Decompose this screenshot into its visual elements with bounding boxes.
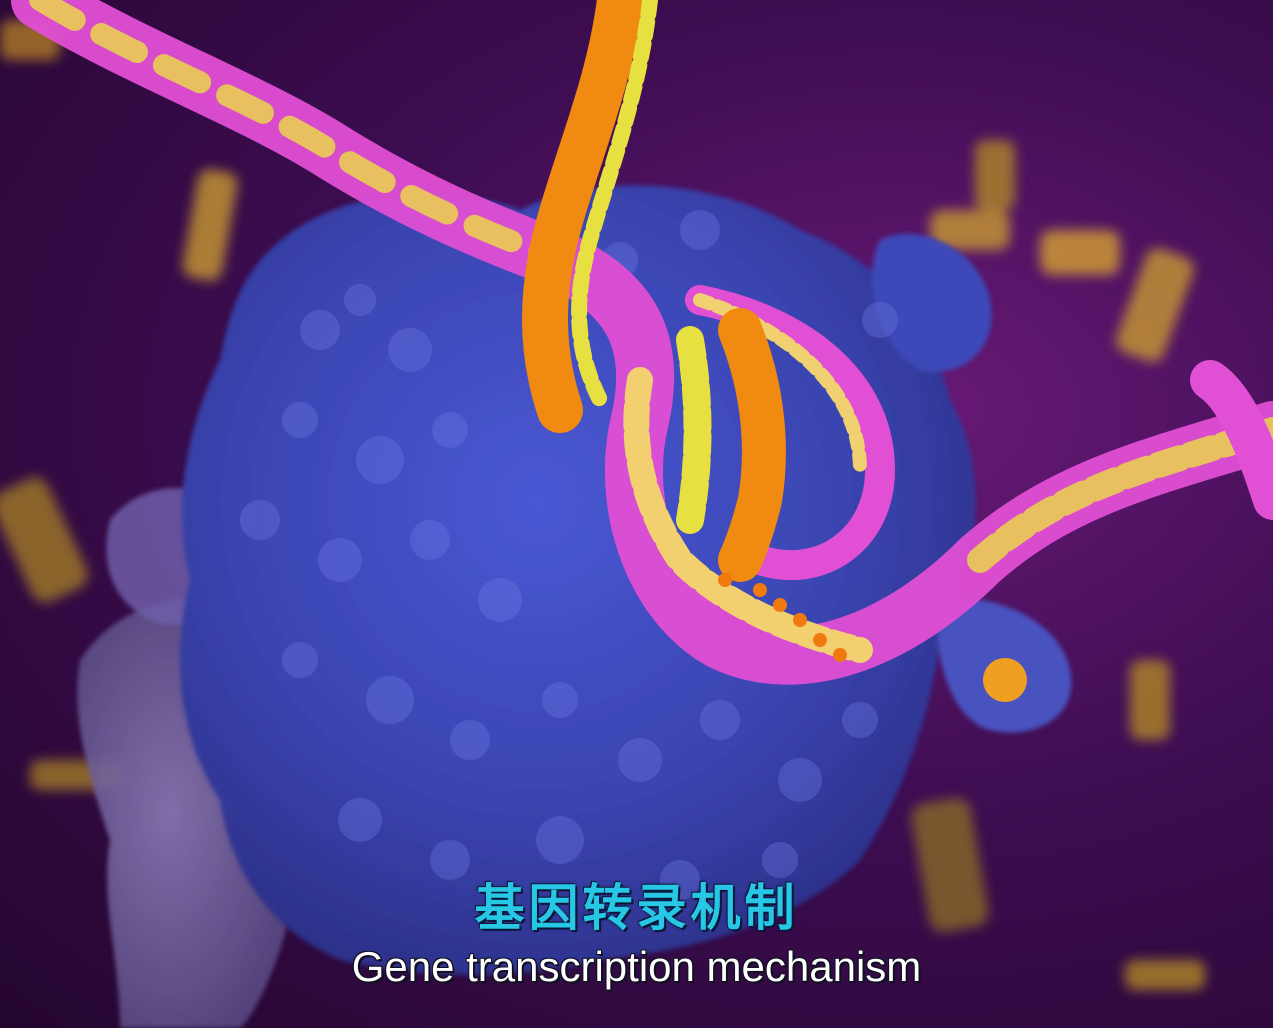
- rna-strand: [522, 0, 1027, 702]
- nucleotide-beads: [718, 573, 847, 662]
- protein-texture: [240, 210, 898, 900]
- subtitle-english: Gene transcription mechanism: [351, 943, 922, 990]
- subtitle-chinese: 基因转录机制: [474, 879, 799, 937]
